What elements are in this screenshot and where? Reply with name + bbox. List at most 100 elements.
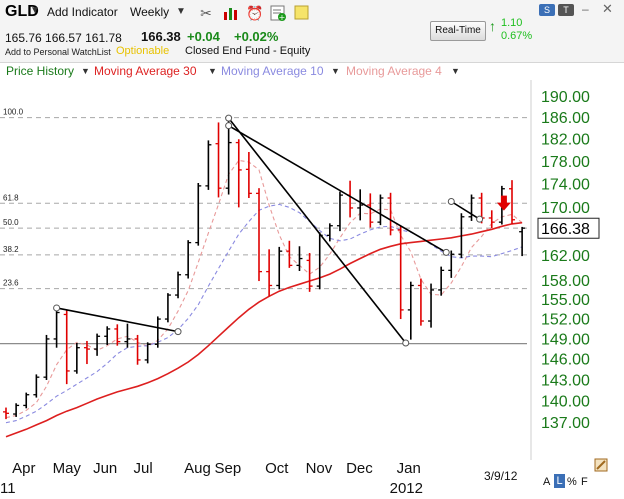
ohlc-bar	[428, 283, 435, 328]
pivot-point	[402, 339, 410, 347]
ohlc-bar	[417, 278, 424, 326]
fib-level-label: 61.8	[3, 193, 19, 202]
ohlc-bar	[347, 180, 354, 218]
legend-ma10[interactable]: Moving Average 10	[221, 64, 324, 78]
ohlc-bar	[164, 293, 171, 323]
ohlc-bar	[245, 151, 252, 199]
month-label: May	[53, 460, 82, 477]
ohlc-bar	[468, 194, 475, 221]
trendline	[450, 200, 481, 220]
realtime-change-pct: 0.67%	[501, 30, 533, 42]
ohlc-bar	[397, 225, 404, 320]
legend-ma30[interactable]: Moving Average 30	[94, 64, 197, 78]
low-value: 161.78	[85, 31, 122, 45]
price-tick-label: 190.00	[541, 89, 590, 106]
month-label: Jul	[134, 460, 153, 477]
high-value: 166.57	[45, 31, 82, 45]
alarm-clock-icon[interactable]: ⏰	[246, 5, 264, 21]
ohlc-bar	[185, 240, 192, 279]
pivot-point	[447, 198, 455, 206]
month-label: Oct	[265, 460, 289, 477]
ohlc-bar	[296, 246, 303, 271]
fib-level-label: 38.2	[3, 245, 19, 254]
chevron-down-icon[interactable]: ▼	[331, 66, 340, 76]
t-badge[interactable]: T	[558, 4, 574, 16]
scale-percent[interactable]: %	[567, 476, 577, 488]
ohlc-bar	[448, 250, 455, 278]
chevron-down-icon[interactable]: ▼	[208, 66, 217, 76]
optionable-label: Optionable	[116, 45, 170, 57]
scale-arithmetic[interactable]: A	[543, 476, 551, 488]
price-tick-label: 186.00	[541, 110, 590, 127]
ohlc-bar	[316, 232, 323, 290]
tools-icon[interactable]: ✂	[200, 5, 212, 21]
price-tick-label: 146.00	[541, 352, 590, 369]
frequency-select[interactable]: Weekly	[130, 5, 170, 19]
add-list-glyph: +	[270, 5, 286, 22]
realtime-button[interactable]: Real-Time	[430, 21, 486, 41]
ohlc-bar	[104, 326, 111, 345]
price-tick-label: 140.00	[541, 393, 590, 410]
add-watchlist-link[interactable]: Add to Personal WatchList	[5, 47, 111, 57]
trendline	[56, 307, 179, 333]
pivot-point	[476, 215, 484, 223]
chevron-down-icon[interactable]: ▼	[451, 66, 460, 76]
chevron-down-icon[interactable]: ▼	[176, 6, 186, 17]
s-badge[interactable]: S	[539, 4, 555, 16]
ohlc-bar	[43, 334, 50, 380]
last-price-label: 166.38	[541, 221, 590, 238]
ohlc-bar	[154, 316, 161, 348]
arrow-up-icon: ↑	[489, 18, 496, 34]
last-price-box	[537, 217, 600, 239]
ohlc-bar	[235, 139, 242, 208]
ohlc-bar	[387, 192, 394, 236]
month-label: Nov	[306, 460, 333, 477]
ma10-line	[5, 203, 523, 424]
ticker-caret-icon[interactable]: ▼	[30, 5, 40, 16]
add-indicator-link[interactable]: Add Indicator	[47, 5, 118, 19]
price-tick-label: 158.00	[541, 273, 590, 290]
note-icon[interactable]	[293, 4, 311, 22]
ohlc-bar	[114, 324, 121, 346]
price-tick-label: 152.00	[541, 311, 590, 328]
ohlc-bar	[256, 188, 262, 282]
price-tick-label: 178.00	[541, 154, 590, 171]
ohlc-bar	[33, 374, 40, 398]
price-tick-label: 162.00	[541, 248, 590, 265]
scale-fib[interactable]: F	[581, 476, 588, 488]
current-date: 3/9/12	[484, 469, 518, 483]
ohlc-bar	[306, 253, 313, 292]
trendline	[228, 124, 447, 254]
add-list-icon[interactable]: +	[269, 4, 287, 22]
pivot-point	[225, 114, 233, 122]
close-button[interactable]: ✕	[602, 1, 613, 16]
pivot-point	[174, 328, 182, 336]
chevron-down-icon[interactable]: ▼	[81, 66, 90, 76]
ohlc-bar	[276, 246, 283, 290]
price-tick-label: 170.00	[541, 200, 590, 217]
month-label: Jun	[93, 460, 117, 477]
down-arrow-icon	[496, 195, 511, 211]
pivot-point	[225, 122, 233, 130]
ohlc-bar	[509, 180, 515, 224]
legend-price-history[interactable]: Price History	[6, 64, 75, 78]
ticker-symbol[interactable]: GLD	[5, 3, 39, 20]
ohlc-bar	[357, 189, 364, 221]
ohlc-bar	[63, 310, 70, 385]
toolbar	[0, 0, 624, 63]
price-chart[interactable]: 100.0 61.8 50.0 38.2 23.6 190.00 186.00 182.00 1…	[0, 80, 624, 499]
ohlc-bar	[53, 306, 60, 348]
ohlc-bar	[519, 226, 526, 257]
ohlc-bar	[326, 223, 333, 242]
price-tick-label: 174.00	[541, 177, 590, 194]
ohlc-bar	[13, 403, 20, 417]
pencil-icon[interactable]	[594, 458, 608, 472]
ma4-line	[5, 159, 523, 419]
fib-level-label: 100.0	[3, 108, 24, 117]
ohlc-bar	[83, 340, 90, 365]
bar-chart-icon[interactable]	[222, 4, 240, 22]
minimize-button[interactable]: –	[582, 2, 589, 16]
month-label: Dec	[346, 460, 373, 477]
legend-ma4[interactable]: Moving Average 4	[346, 64, 442, 78]
scale-log[interactable]: L	[554, 474, 565, 488]
